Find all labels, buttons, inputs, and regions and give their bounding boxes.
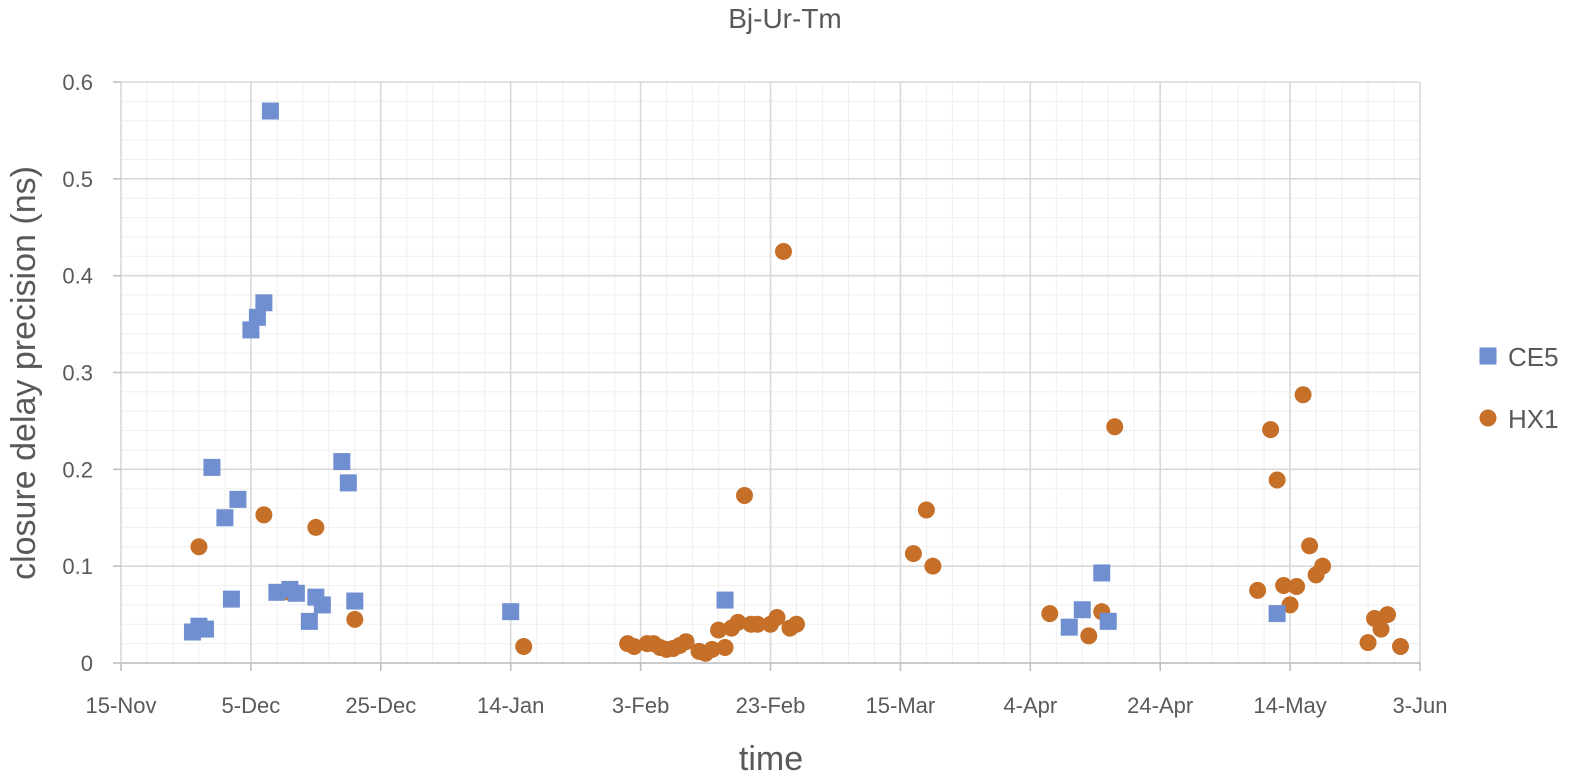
hx1-point — [710, 621, 728, 639]
ce5-point — [255, 294, 273, 312]
ce5-point — [268, 583, 286, 601]
x-tick-label: 14-Jan — [477, 693, 544, 718]
x-tick-label: 25-Dec — [345, 693, 416, 718]
ce5-point — [502, 603, 520, 621]
hx1-point — [1275, 577, 1293, 595]
hx1-point — [703, 640, 721, 658]
ce5-point — [716, 591, 734, 609]
hx1-point — [190, 538, 208, 556]
x-tick-label: 3-Feb — [612, 693, 669, 718]
hx1-point — [768, 608, 786, 626]
hx1-point — [1379, 606, 1397, 624]
ce5-point — [346, 592, 364, 610]
hx1-point — [1041, 605, 1059, 623]
legend-ce5-label: CE5 — [1508, 342, 1559, 372]
legend: CE5 HX1 — [1479, 342, 1559, 434]
hx1-point — [1294, 386, 1312, 404]
y-tick-label: 0 — [81, 651, 93, 676]
hx1-point — [1281, 596, 1299, 614]
hx1-point — [787, 615, 805, 633]
ce5-point — [1099, 612, 1117, 630]
hx1-point — [346, 610, 364, 628]
ce5-point — [313, 596, 331, 614]
hx1-point — [1268, 471, 1286, 489]
data-points — [183, 102, 1410, 662]
hx1-point — [1392, 638, 1410, 656]
hx1-point — [716, 639, 734, 657]
ce5-point — [222, 590, 240, 608]
hx1-point — [1359, 634, 1377, 652]
hx1-point — [1288, 578, 1306, 596]
hx1-point — [917, 501, 935, 519]
hx1-point — [904, 545, 922, 563]
legend-hx1-label: HX1 — [1508, 404, 1559, 434]
ce5-point — [216, 509, 234, 527]
x-tick-label: 4-Apr — [1003, 693, 1057, 718]
hx1-point — [1080, 627, 1098, 645]
y-tick-label: 0.3 — [62, 361, 93, 386]
hx1-point — [1372, 620, 1390, 638]
y-tick-label: 0.1 — [62, 554, 93, 579]
x-tick-label: 24-Apr — [1127, 693, 1193, 718]
hx1-point — [736, 486, 754, 504]
hx1-point — [1262, 421, 1280, 439]
y-tick-label: 0.2 — [62, 457, 93, 482]
y-axis-title: closure delay precision (ns) — [5, 166, 43, 580]
x-axis-title: time — [739, 740, 803, 777]
ce5-point — [248, 308, 266, 326]
hx1-point — [1301, 537, 1319, 555]
ce5-point — [300, 612, 318, 630]
hx1-point — [1106, 418, 1124, 436]
x-tick-label: 3-Jun — [1392, 693, 1447, 718]
hx1-point — [255, 506, 273, 524]
y-tick-label: 0.5 — [62, 167, 93, 192]
hx1-point — [515, 638, 533, 656]
hx1-point — [924, 557, 942, 575]
ce5-point — [229, 490, 247, 508]
hx1-point — [677, 633, 695, 651]
x-tick-label: 14-May — [1253, 693, 1326, 718]
ce5-point — [1073, 601, 1091, 619]
y-tick-label: 0.4 — [62, 264, 93, 289]
ce5-point — [339, 474, 357, 492]
x-tick-label: 5-Dec — [222, 693, 281, 718]
legend-ce5-marker — [1479, 347, 1497, 365]
ce5-point — [1060, 618, 1078, 636]
hx1-point — [749, 615, 767, 633]
hx1-point — [307, 518, 325, 536]
ce5-point — [203, 458, 221, 476]
hx1-point — [1314, 557, 1332, 575]
x-tick-label: 23-Feb — [736, 693, 806, 718]
ce5-point — [196, 620, 214, 638]
chart-title: Bj-Ur-Tm — [728, 3, 842, 34]
y-tick-label: 0.6 — [62, 70, 93, 95]
ce5-point — [287, 584, 305, 602]
ce5-point — [261, 102, 279, 120]
legend-hx1-marker — [1479, 409, 1497, 427]
x-tick-label: 15-Mar — [866, 693, 936, 718]
hx1-point — [774, 242, 792, 260]
grid — [120, 81, 1421, 664]
ce5-point — [333, 453, 351, 471]
hx1-point — [1249, 581, 1267, 599]
ce5-point — [1268, 605, 1286, 623]
hx1-point — [729, 613, 747, 631]
hx1-point — [625, 638, 643, 656]
x-tick-label: 15-Nov — [86, 693, 157, 718]
axes: 15-Nov 5-Dec 25-Dec 14-Jan 3-Feb 23-Feb 15-Mar… — [62, 70, 1447, 718]
ce5-point — [1093, 564, 1111, 582]
